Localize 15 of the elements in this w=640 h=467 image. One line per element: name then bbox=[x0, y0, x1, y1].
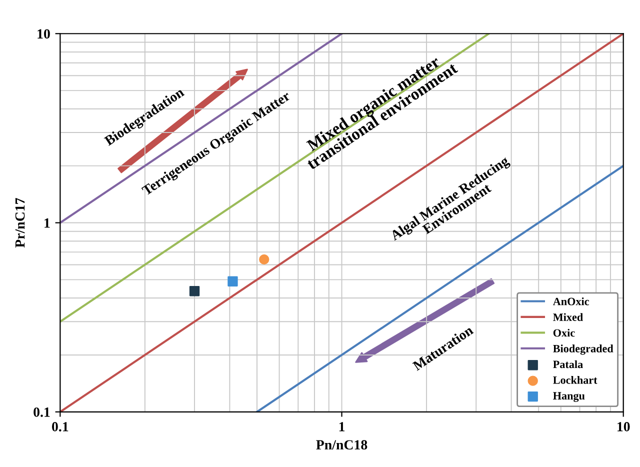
y-tick-label: 10 bbox=[38, 29, 50, 39]
y-axis-title: Pr/nC17 bbox=[15, 198, 25, 248]
legend-label: Hangu bbox=[553, 392, 585, 402]
legend-label: Mixed bbox=[553, 313, 583, 321]
y-tick-label: 1 bbox=[44, 218, 50, 228]
legend-label: Oxic bbox=[553, 328, 575, 337]
y-tick-label: 0.1 bbox=[34, 407, 50, 417]
x-tick-label: 10 bbox=[618, 422, 630, 432]
x-tick-label: 0.1 bbox=[52, 422, 68, 432]
legend-label: Patala bbox=[553, 360, 583, 368]
legend-label: AnOxic bbox=[552, 297, 590, 306]
legend-label: Biodegraded bbox=[553, 344, 614, 355]
x-tick-label: 1 bbox=[339, 422, 345, 432]
x-axis-title: Pn/nC18 bbox=[316, 440, 368, 450]
legend-label: Lockhart bbox=[553, 376, 598, 384]
